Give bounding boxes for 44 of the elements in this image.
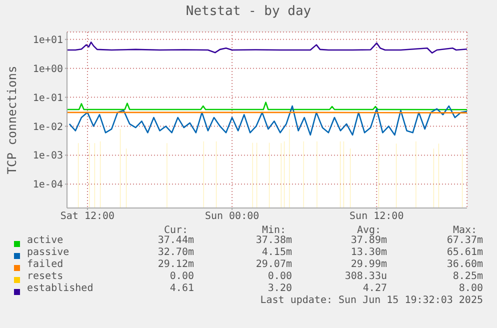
text: 13.30m (350, 247, 387, 258)
legend-label: failed (27, 259, 64, 270)
text: 29.07m (256, 259, 292, 270)
y-tick-label: 1e+00 (32, 64, 63, 75)
text: 308.33u (344, 271, 387, 282)
text: 4.61 (170, 283, 194, 294)
text: 4.15m (262, 247, 292, 258)
text: 36.60m (446, 259, 483, 270)
text: 37.89m (350, 235, 387, 246)
text: 32.70m (158, 247, 194, 258)
y-tick-label: 1e-01 (32, 92, 63, 104)
text: 29.99m (350, 259, 387, 270)
text: 65.61m (446, 247, 483, 258)
legend-label: active (27, 235, 64, 246)
legend-label: passive (27, 247, 70, 258)
y-tick-label: 1e+01 (32, 34, 63, 46)
text: 0.00 (170, 271, 194, 282)
text: 37.38m (256, 235, 292, 246)
text: 8.25m (452, 271, 483, 282)
text: 4.27 (362, 283, 387, 294)
text: Min: (262, 225, 286, 236)
y-axis-title: TCP connections (5, 66, 19, 174)
text: 8.00 (458, 283, 483, 294)
text: Max: (453, 225, 478, 236)
y-tick-label: 1e-02 (32, 122, 63, 133)
line-series (68, 105, 467, 136)
line-series (67, 42, 467, 54)
legend-label: resets (27, 271, 64, 282)
text: 3.20 (268, 283, 292, 294)
x-tick-label: Sat 12:00 (60, 211, 115, 222)
text: 0.00 (268, 271, 292, 282)
x-tick-label: Sun 00:00 (204, 211, 260, 222)
text: Avg: (357, 225, 382, 236)
text: 29.12m (158, 259, 194, 270)
text: 37.44m (158, 235, 194, 246)
line-series (67, 102, 467, 110)
legend-label: established (27, 283, 94, 294)
text: Last update: Sun Jun 15 19:32:03 2025 (260, 295, 483, 306)
text: Cur: (164, 225, 188, 236)
x-tick-label: Sun 12:00 (350, 211, 404, 222)
text: 67.37m (446, 235, 483, 246)
y-tick-label: 1e-03 (32, 150, 63, 162)
y-tick-label: 1e-04 (32, 180, 63, 191)
chart-title: Netstat - by day (184, 4, 312, 19)
